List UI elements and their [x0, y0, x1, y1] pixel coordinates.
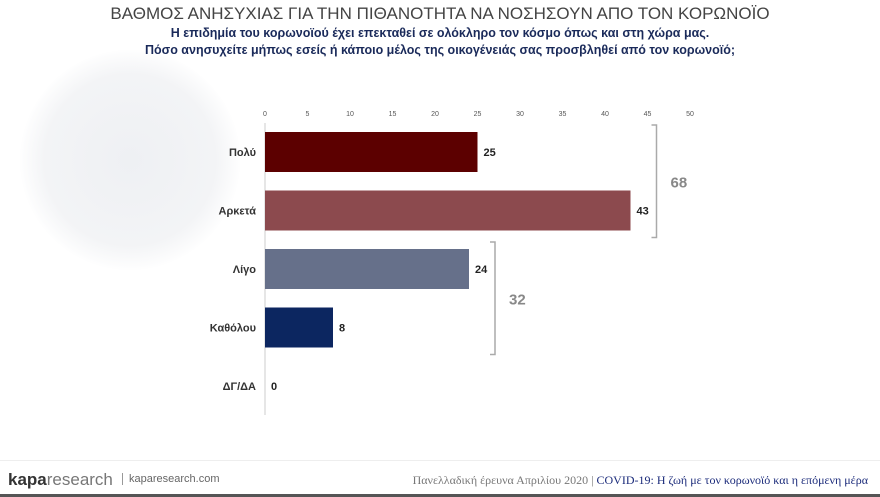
- x-tick-label: 15: [389, 111, 397, 118]
- chart-title: ΒΑΘΜΟΣ ΑΝΗΣΥΧΙΑΣ ΓΙΑ ΤΗΝ ΠΙΘΑΝΟΤΗΤΑ ΝΑ Ν…: [110, 4, 770, 23]
- category-label: ΔΓ/ΔΑ: [223, 381, 256, 393]
- virus-background-image: [20, 50, 240, 270]
- data-label: 24: [475, 264, 488, 276]
- x-tick-label: 50: [686, 111, 694, 118]
- bar: [265, 249, 469, 289]
- x-tick-label: 5: [306, 111, 310, 118]
- x-tick-label: 0: [263, 111, 267, 118]
- website-link[interactable]: kaparesearch.com: [122, 473, 220, 485]
- data-label: 43: [637, 206, 649, 218]
- chart-question: Πόσο ανησυχείτε μήπως εσείς ή κάποιο μέλ…: [144, 43, 736, 57]
- category-label: Λίγο: [233, 264, 257, 276]
- footer: kaparesearch kaparesearch.com Πανελλαδικ…: [0, 460, 880, 497]
- kapa-research-logo: kaparesearch: [8, 470, 113, 489]
- x-tick-label: 25: [474, 111, 482, 118]
- chart-subtitle: Η επιδημία του κορωνοϊού έχει επεκταθεί …: [170, 26, 710, 40]
- group-total-label: 68: [671, 174, 688, 191]
- group-bracket: [651, 124, 658, 239]
- x-tick-label: 45: [644, 111, 652, 118]
- survey-label: Πανελλαδική έρευνα Απριλίου 2020 | COVID…: [412, 473, 868, 487]
- bar: [265, 307, 333, 348]
- category-label: Καθόλου: [210, 323, 256, 335]
- x-tick-label: 40: [601, 111, 609, 118]
- x-tick-label: 20: [431, 111, 439, 118]
- data-label: 25: [484, 147, 496, 159]
- data-label: 8: [339, 323, 345, 335]
- group-bracket: [490, 241, 496, 356]
- category-label: Αρκετά: [219, 206, 257, 218]
- category-label: Πολύ: [229, 147, 256, 159]
- data-label: 0: [271, 381, 277, 393]
- x-tick-label: 30: [516, 111, 524, 118]
- bar-chart: 0 5 10 15 20 25 30 35 40 45 50 Πολύ 25 Αρκετά 43 Λίγο 24…: [210, 111, 694, 415]
- x-tick-label: 10: [346, 111, 354, 118]
- bar: [265, 190, 631, 231]
- bar: [265, 132, 478, 172]
- group-total-label: 32: [509, 291, 526, 308]
- x-tick-label: 35: [559, 111, 567, 118]
